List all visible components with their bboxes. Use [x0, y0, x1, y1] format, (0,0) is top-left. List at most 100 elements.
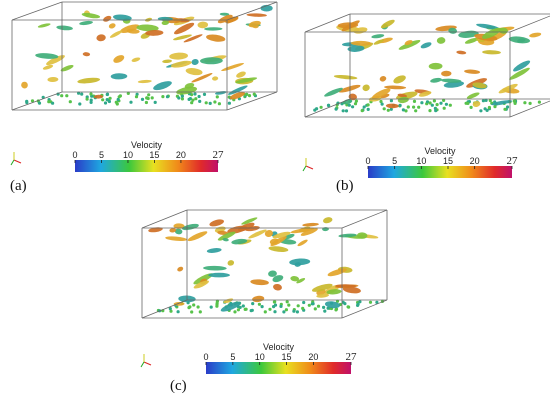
- particle: [435, 103, 439, 107]
- vortex-blob: [371, 88, 391, 99]
- vortex-blob: [47, 76, 59, 83]
- particle: [296, 304, 300, 308]
- particle: [208, 101, 212, 105]
- vortex-blob: [397, 96, 409, 104]
- particle: [129, 100, 133, 104]
- particle: [341, 109, 345, 113]
- colorbar-title: Velocity: [263, 342, 295, 352]
- vortex-blob: [206, 248, 222, 253]
- particle: [379, 99, 383, 104]
- particle: [389, 107, 393, 111]
- axis-triad: [302, 165, 307, 172]
- vortex-blob: [379, 76, 387, 82]
- particle: [389, 99, 393, 103]
- particle: [412, 99, 417, 103]
- particle: [202, 92, 207, 96]
- particle: [323, 309, 327, 313]
- particle: [346, 305, 350, 309]
- vortex-blob: [464, 69, 481, 74]
- particle: [334, 107, 338, 111]
- particle: [428, 101, 432, 105]
- particle: [334, 308, 338, 312]
- particle: [360, 109, 364, 113]
- vortex-blob: [187, 231, 208, 242]
- vortex-blob: [46, 55, 65, 66]
- particle: [197, 94, 201, 99]
- particle: [439, 101, 443, 105]
- vortex-blob: [300, 228, 318, 236]
- particle: [401, 108, 405, 112]
- particle: [60, 94, 64, 98]
- particle: [191, 98, 195, 102]
- particle: [362, 105, 366, 109]
- particle: [380, 102, 384, 106]
- particle: [285, 300, 289, 304]
- vortex-blob: [472, 101, 481, 107]
- vortex-blob: [137, 79, 152, 84]
- particle: [273, 300, 277, 304]
- particle: [366, 103, 370, 107]
- vortex-blob: [380, 19, 395, 29]
- vortex-blob: [498, 83, 518, 94]
- vortex-blob: [103, 15, 112, 22]
- vortex-blob: [324, 87, 343, 97]
- vortex-blob: [418, 91, 432, 97]
- axis-triad: [140, 361, 145, 368]
- particle: [85, 97, 89, 101]
- vortex-blob: [206, 34, 226, 42]
- particle: [241, 304, 245, 308]
- particle: [180, 97, 184, 101]
- vortex-blob: [311, 283, 333, 292]
- vortex-blob: [176, 86, 198, 95]
- particle: [322, 305, 326, 309]
- vortex-blob: [248, 229, 267, 239]
- colorbar-tick-label: 5: [230, 352, 235, 362]
- vortex-blob: [482, 27, 502, 39]
- particle: [284, 308, 288, 312]
- vortex-blob: [348, 93, 357, 101]
- particle: [78, 102, 82, 106]
- vortex-blob: [268, 270, 277, 277]
- colorbar-tick-label: 20: [176, 150, 186, 160]
- axis-triad: [13, 159, 22, 164]
- box-edge: [226, 1, 278, 21]
- particle: [428, 109, 432, 113]
- particle: [117, 95, 121, 99]
- particle: [319, 105, 323, 109]
- particle: [417, 105, 421, 109]
- particle: [375, 300, 379, 304]
- vortex-blob: [120, 24, 140, 34]
- vortex-blob: [322, 217, 333, 224]
- vortex-blob: [420, 42, 432, 49]
- particle: [244, 307, 248, 311]
- particle: [442, 98, 446, 102]
- particle: [89, 92, 93, 96]
- vortex-blob: [290, 276, 300, 282]
- vortex-blob: [217, 14, 233, 24]
- vortex-blob: [222, 238, 229, 242]
- vortex-blob: [35, 53, 59, 59]
- particle: [233, 310, 237, 314]
- colorbar-title: Velocity: [424, 146, 456, 156]
- particle: [251, 302, 255, 306]
- vortex-blob: [371, 34, 385, 39]
- colorbar-title: Velocity: [131, 140, 163, 150]
- axis-triad: [143, 361, 152, 366]
- vortex-blob: [508, 36, 531, 44]
- particle: [268, 307, 272, 311]
- particle: [89, 98, 93, 102]
- vortex-blob: [289, 258, 311, 266]
- vortex-blob: [464, 37, 479, 44]
- particle: [192, 303, 196, 307]
- particle: [315, 107, 319, 111]
- particle: [196, 305, 200, 309]
- particle: [193, 92, 197, 96]
- vortex-blob: [181, 223, 199, 231]
- vortex-blob: [145, 29, 164, 36]
- vortex-blob: [335, 284, 357, 288]
- vortex-blob: [385, 103, 399, 109]
- vortex-blob: [428, 62, 443, 70]
- particle: [307, 303, 311, 307]
- particle: [263, 310, 267, 314]
- vortex-blob: [509, 67, 530, 80]
